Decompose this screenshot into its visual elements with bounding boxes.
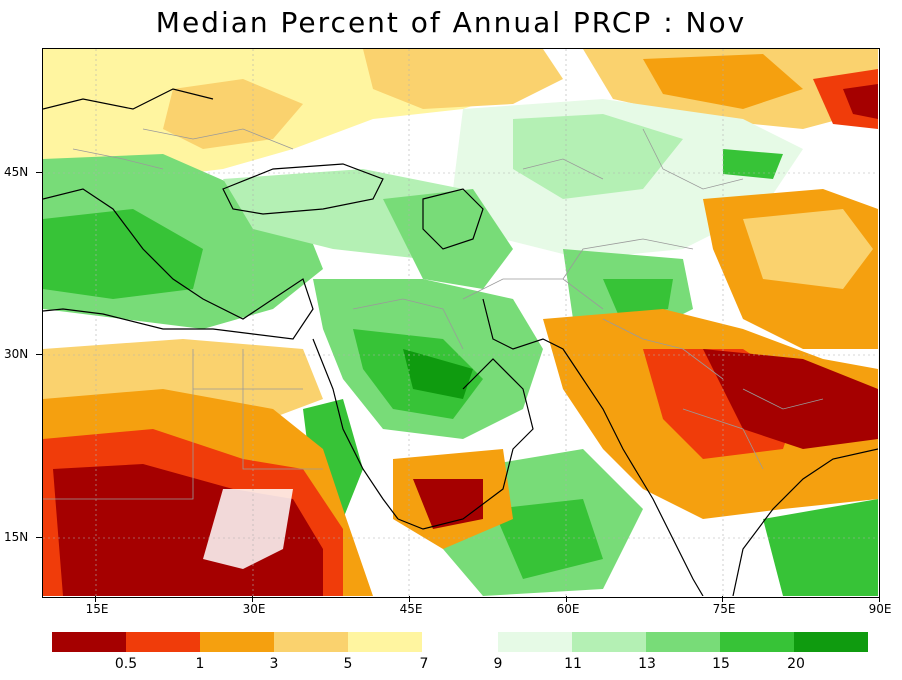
map-gridlines — [43, 49, 878, 596]
x-tickmark-75e — [722, 596, 723, 602]
legend-dry-bar — [52, 632, 422, 652]
legend-swatch-wet-5 — [794, 632, 868, 652]
legend-label-9: 9 — [493, 656, 503, 672]
x-tickmark-60e — [566, 596, 567, 602]
y-tick-label-15n: 15N — [4, 530, 29, 544]
legend-label-7: 7 — [419, 656, 429, 672]
region-afghan-darkgreen — [603, 279, 673, 314]
x-tickmark-30e — [252, 596, 253, 602]
legend-swatch-dry-2 — [126, 632, 200, 652]
region-kazakh-green — [723, 149, 783, 179]
x-tick-label-90e: 90E — [868, 602, 892, 616]
legend-swatch-dry-3 — [200, 632, 274, 652]
region-ne-verydry — [843, 84, 878, 119]
legend-label-3: 3 — [269, 656, 279, 672]
legend-label-15: 15 — [712, 656, 730, 672]
legend-swatch-dry-4 — [274, 632, 348, 652]
map-title: Median Percent of Annual PRCP : Nov — [155, 6, 747, 39]
region-iraq-darkgreen — [403, 349, 473, 399]
x-tick-label-15e: 15E — [85, 602, 109, 616]
coastlines — [43, 88, 878, 596]
region-tibet-lightdry — [743, 209, 873, 289]
x-tickmark-45e — [409, 596, 410, 602]
x-tick-label-60e: 60E — [556, 602, 580, 616]
legend-swatch-dry-5 — [348, 632, 422, 652]
x-tick-label-30e: 30E — [242, 602, 266, 616]
legend-label-20: 20 — [787, 656, 805, 672]
country-borders — [43, 128, 824, 500]
region-russia-yellow — [363, 49, 563, 109]
legend-label-11: 11 — [564, 656, 582, 672]
y-tickmark-15n — [36, 537, 42, 538]
y-tickmark-45n — [36, 172, 42, 173]
legend-swatch-wet-1 — [498, 632, 572, 652]
legend-wet-bar — [498, 632, 868, 652]
legend-swatch-wet-2 — [572, 632, 646, 652]
y-tick-label-30n: 30N — [4, 347, 29, 361]
y-tick-label-45n: 45N — [4, 165, 29, 179]
legend-label-1: 1 — [195, 656, 205, 672]
region-caucasus-green — [383, 189, 513, 289]
legend-swatch-wet-4 — [720, 632, 794, 652]
legend-label-13: 13 — [638, 656, 656, 672]
y-tickmark-30n — [36, 354, 42, 355]
region-sudan-white — [203, 489, 293, 569]
legend-label-5: 5 — [343, 656, 353, 672]
region-arabian-sea-darkgreen — [493, 499, 603, 579]
x-tick-label-75e: 75E — [712, 602, 736, 616]
legend-label-0-5: 0.5 — [114, 656, 138, 672]
legend-swatch-dry-1 — [52, 632, 126, 652]
region-central-asia-light — [513, 114, 683, 199]
x-tick-label-45e: 45E — [399, 602, 423, 616]
region-east-orange — [643, 54, 803, 109]
region-bay-bengal-green — [763, 499, 878, 596]
x-tickmark-90e — [879, 596, 880, 602]
precip-map — [42, 48, 880, 598]
map-canvas — [43, 49, 878, 596]
x-tickmark-15e — [95, 596, 96, 602]
region-india-verydry — [703, 349, 878, 449]
legend-swatch-wet-3 — [646, 632, 720, 652]
region-europe-patches — [163, 79, 303, 149]
region-med-verywet — [43, 209, 203, 299]
